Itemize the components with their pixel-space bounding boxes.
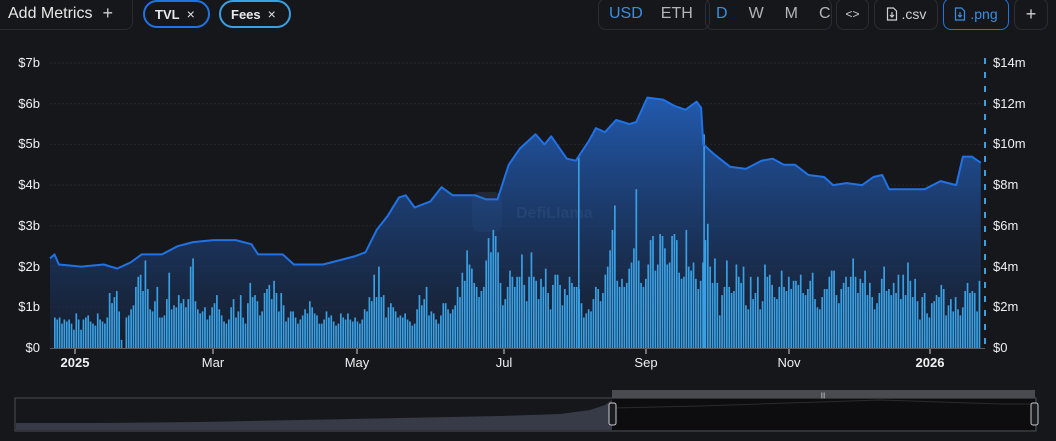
y-tick: $8m bbox=[993, 177, 1019, 192]
close-icon[interactable]: × bbox=[186, 6, 195, 22]
file-download-icon bbox=[955, 7, 966, 21]
currency-eth[interactable]: ETH bbox=[660, 5, 693, 22]
y-tick: $2m bbox=[993, 299, 1019, 314]
download-png-button[interactable]: .png bbox=[943, 0, 1009, 30]
y-tick: $6b bbox=[18, 96, 40, 111]
interval-weekly[interactable]: W bbox=[748, 5, 764, 22]
y-tick: $2b bbox=[18, 259, 40, 274]
x-tick: 2026 bbox=[915, 355, 945, 370]
y-tick: $0 bbox=[993, 340, 1008, 355]
y-tick: $4m bbox=[993, 259, 1019, 274]
chip-label: TVL bbox=[155, 6, 180, 22]
y-tick: $6m bbox=[993, 218, 1019, 233]
file-download-icon bbox=[886, 7, 897, 21]
png-label: .png bbox=[970, 6, 998, 22]
chip-label: Fees bbox=[231, 6, 261, 22]
x-tick: 2025 bbox=[60, 355, 90, 370]
close-icon[interactable]: × bbox=[267, 6, 276, 22]
y-tick: $3b bbox=[18, 218, 40, 233]
interval-monthly[interactable]: M bbox=[784, 5, 798, 22]
y-tick: $0 bbox=[25, 340, 40, 355]
plus-icon: + bbox=[1025, 3, 1037, 24]
y-tick: $4b bbox=[18, 177, 40, 192]
slider-handle-right[interactable] bbox=[1030, 402, 1039, 426]
interval-daily[interactable]: D bbox=[716, 5, 728, 22]
x-tick: Sep bbox=[634, 355, 658, 370]
plus-icon: + bbox=[102, 3, 113, 23]
y-tick: $7b bbox=[18, 55, 40, 70]
y-tick: $5b bbox=[18, 136, 40, 151]
code-icon: <> bbox=[845, 7, 860, 21]
slider-drag-bar[interactable] bbox=[612, 390, 1035, 398]
download-csv-button[interactable]: .csv bbox=[874, 0, 938, 30]
add-metrics-button[interactable]: Add Metrics + bbox=[0, 0, 133, 30]
svg-text:|||: ||| bbox=[821, 393, 826, 399]
metric-chip-fees[interactable]: Fees × bbox=[219, 0, 291, 28]
x-tick: Nov bbox=[777, 355, 801, 370]
add-metrics-label: Add Metrics bbox=[8, 4, 93, 22]
range-slider[interactable]: ||| bbox=[14, 390, 1039, 432]
fees-bars bbox=[54, 134, 981, 349]
x-axis-ticks bbox=[74, 349, 931, 354]
tvl-line bbox=[49, 96, 982, 270]
currency-usd[interactable]: USD bbox=[609, 5, 643, 22]
metric-chip-tvl[interactable]: TVL × bbox=[143, 0, 210, 28]
y-tick: $14m bbox=[993, 55, 1026, 70]
y-tick: $12m bbox=[993, 96, 1026, 111]
x-tick: Mar bbox=[201, 355, 225, 370]
interval-cumulative[interactable]: C bbox=[819, 5, 831, 22]
tvl-area bbox=[50, 97, 981, 348]
y-tick: $1b bbox=[18, 299, 40, 314]
slider-handle-left[interactable] bbox=[608, 402, 617, 426]
add-button[interactable]: + bbox=[1014, 0, 1048, 30]
currency-toggle: USD ETH bbox=[598, 0, 710, 30]
embed-button[interactable]: <> bbox=[836, 0, 869, 30]
chart-toolbar: Add Metrics + TVL × Fees × USD ETH D W M… bbox=[0, 0, 1056, 30]
csv-label: .csv bbox=[901, 6, 927, 22]
y-tick: $10m bbox=[993, 136, 1026, 151]
interval-toggle: D W M C bbox=[705, 0, 832, 30]
x-tick: May bbox=[344, 355, 370, 370]
x-tick: Jul bbox=[495, 355, 513, 370]
